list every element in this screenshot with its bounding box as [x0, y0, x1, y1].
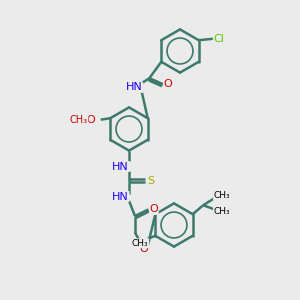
Text: O: O — [164, 79, 172, 89]
Text: O: O — [140, 244, 148, 254]
Text: CH₃: CH₃ — [132, 239, 148, 248]
Text: HN: HN — [126, 82, 143, 92]
Text: O: O — [149, 204, 158, 214]
Text: CH₃: CH₃ — [214, 207, 230, 216]
Text: Cl: Cl — [213, 34, 224, 44]
Text: CH₃: CH₃ — [70, 115, 88, 125]
Text: O: O — [86, 115, 95, 125]
Text: HN: HN — [112, 161, 129, 172]
Text: CH₃: CH₃ — [214, 191, 230, 200]
Text: S: S — [147, 176, 154, 187]
Text: HN: HN — [112, 191, 129, 202]
